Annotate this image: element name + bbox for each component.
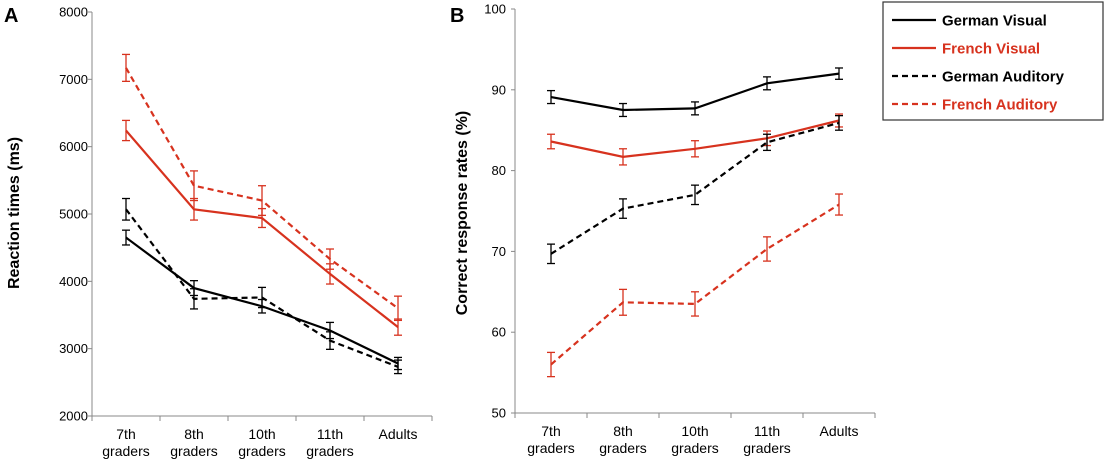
x-tick-label: 10th graders — [238, 426, 285, 459]
panel-a-marks — [122, 53, 402, 375]
y-tick-label: 100 — [484, 2, 506, 17]
x-tick-label: 10th graders — [671, 423, 718, 456]
error-bar — [691, 140, 699, 158]
x-tick-label: 11th graders — [743, 423, 790, 456]
y-tick-label: 3000 — [59, 341, 88, 356]
error-bar — [190, 288, 198, 310]
panel-b-chart: B Correct response rates (%) 50 60 70 80 90 1… — [450, 2, 876, 456]
error-bar — [547, 133, 555, 150]
x-tick-label: Adults — [820, 423, 859, 439]
x-tick-label: 7th graders — [527, 423, 574, 456]
error-bar — [326, 331, 334, 350]
panel-b-marks — [547, 67, 843, 378]
y-tick-label: 8000 — [59, 5, 88, 20]
x-tick-label-line: graders — [102, 443, 149, 459]
legend-box — [882, 1, 1104, 121]
x-tick-label: 11th graders — [306, 426, 353, 459]
error-bar — [190, 170, 198, 202]
error-bar — [691, 101, 699, 116]
error-bar — [258, 286, 266, 309]
x-tick-label-line: Adults — [820, 423, 859, 439]
x-tick-label-line: graders — [238, 443, 285, 459]
error-bar — [394, 318, 402, 336]
panel-a-chart: A Reaction times (ms) 2000 3000 4000 5000 60… — [4, 5, 433, 459]
x-tick-label-line: 7th — [116, 426, 135, 442]
error-bar — [835, 67, 843, 80]
y-tick-label: 6000 — [59, 139, 88, 154]
legend-item: German Auditory — [892, 69, 1065, 86]
series-line-french-auditory — [550, 203, 840, 366]
error-bar — [326, 248, 334, 270]
legend-label: German Auditory — [942, 69, 1065, 86]
legend-item: French Visual — [892, 41, 1040, 58]
legend-label: French Visual — [942, 41, 1040, 58]
legend-items: German Visual French Visual German Auditor… — [892, 13, 1065, 114]
panel-a-label: A — [4, 5, 18, 27]
x-tick-label: Adults — [379, 426, 418, 442]
y-tick-label: 5000 — [59, 207, 88, 222]
error-bar — [619, 102, 627, 118]
y-tick-label: 4000 — [59, 274, 88, 289]
panel-b-label: B — [450, 5, 464, 27]
x-tick-label-line: 11th — [317, 426, 343, 442]
panel-b-y-axis-title: Correct response rates (%) — [454, 111, 471, 316]
error-bar — [691, 291, 699, 317]
y-tick-label: 7000 — [59, 72, 88, 87]
x-tick-label-line: graders — [527, 440, 574, 456]
x-tick-label-line: 10th — [681, 423, 708, 439]
x-tick-label: 8th graders — [599, 423, 646, 456]
error-bar — [763, 76, 771, 91]
x-tick-label-line: graders — [170, 443, 217, 459]
y-tick-label: 90 — [492, 82, 506, 97]
error-bar — [835, 115, 843, 131]
y-tick-label: 80 — [492, 163, 506, 178]
panel-a-y-axis-title: Reaction times (ms) — [6, 137, 23, 289]
legend-label: German Visual — [942, 13, 1047, 30]
y-tick-label: 2000 — [59, 409, 88, 424]
error-bar — [547, 351, 555, 378]
legend-item: French Auditory — [892, 97, 1058, 114]
error-bar — [122, 119, 130, 142]
error-bar — [394, 295, 402, 322]
error-bar — [835, 193, 843, 216]
y-tick-label: 60 — [492, 325, 506, 340]
x-tick-label-line: graders — [743, 440, 790, 456]
x-tick-label-line: graders — [599, 440, 646, 456]
error-bar — [258, 185, 266, 216]
x-tick-label: 7th graders — [102, 426, 149, 459]
error-bar — [122, 53, 130, 83]
x-tick-label-line: Adults — [379, 426, 418, 442]
legend-item: German Visual — [892, 13, 1047, 30]
x-tick-label-line: 8th — [613, 423, 632, 439]
x-tick-label-line: 7th — [541, 423, 560, 439]
error-bar — [547, 89, 555, 105]
error-bar — [763, 133, 771, 152]
x-tick-label-line: graders — [306, 443, 353, 459]
y-tick-label: 70 — [492, 244, 506, 259]
series-line-german-auditory — [550, 121, 840, 255]
error-bar — [691, 184, 699, 206]
x-tick-label: 8th graders — [170, 426, 217, 459]
error-bar — [394, 359, 402, 375]
x-tick-label-line: 10th — [248, 426, 275, 442]
x-tick-label-line: graders — [671, 440, 718, 456]
error-bar — [547, 243, 555, 265]
error-bar — [122, 197, 130, 221]
x-tick-label-line: 8th — [184, 426, 203, 442]
legend: German Visual French Visual German Auditor… — [882, 1, 1104, 121]
error-bar — [763, 236, 771, 262]
y-tick-label: 50 — [492, 406, 506, 421]
error-bar — [619, 198, 627, 219]
legend-label: French Auditory — [942, 97, 1058, 114]
error-bar — [122, 229, 130, 246]
error-bar — [619, 288, 627, 316]
x-tick-label-line: 11th — [754, 423, 780, 439]
error-bar — [619, 148, 627, 166]
